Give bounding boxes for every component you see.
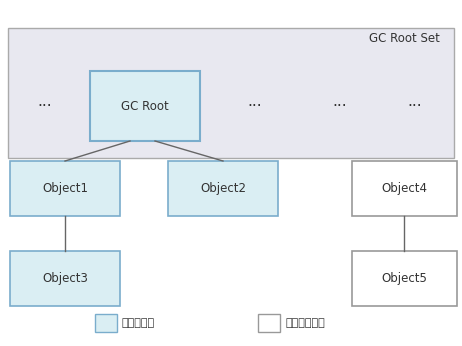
Text: GC Root: GC Root [121,100,169,112]
Text: ...: ... [38,93,52,109]
Text: ...: ... [248,93,262,109]
Text: 存活的对象: 存活的对象 [122,318,155,328]
Text: GC Root Set: GC Root Set [369,32,440,45]
Bar [168,161,278,216]
Bar [90,71,200,141]
Text: Object3: Object3 [42,272,88,285]
Bar [10,161,120,216]
Text: Object2: Object2 [200,182,246,195]
Text: ...: ... [407,93,422,109]
Bar [352,161,457,216]
Bar [352,251,457,306]
Bar [95,314,117,332]
Bar [10,251,120,306]
Text: Object5: Object5 [382,272,427,285]
Bar [8,28,454,158]
Text: ...: ... [333,93,347,109]
Bar [258,314,280,332]
Text: Object1: Object1 [42,182,88,195]
Text: Object4: Object4 [382,182,427,195]
Text: 可回收的对象: 可回收的对象 [285,318,325,328]
